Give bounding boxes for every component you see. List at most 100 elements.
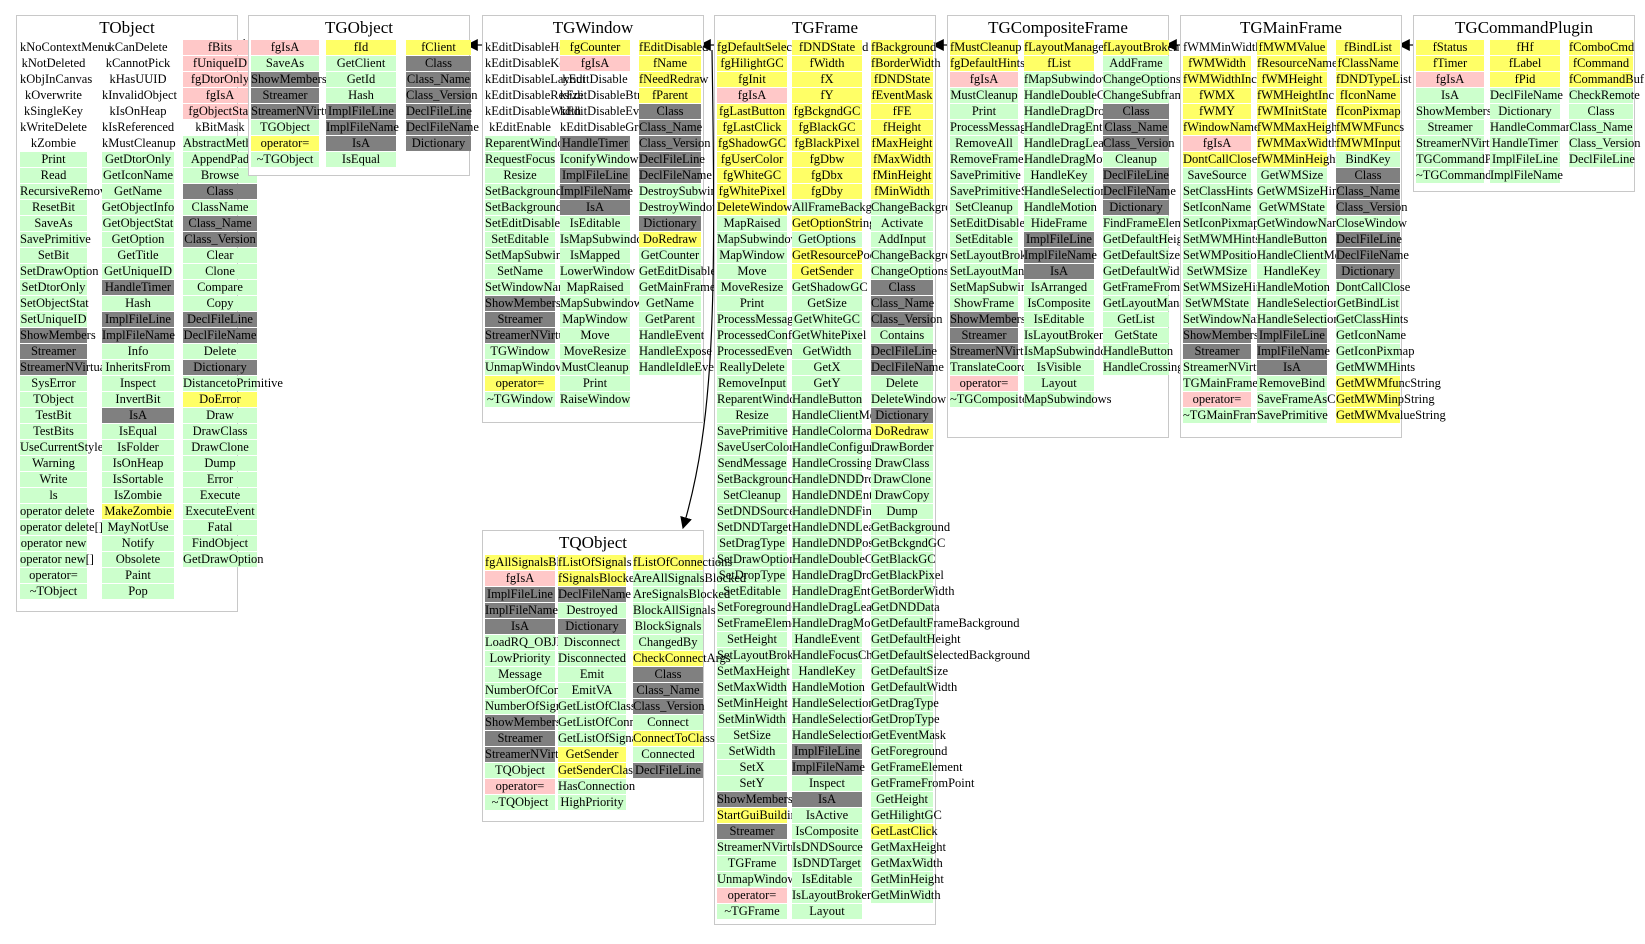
member-recursiveremove[interactable]: RecursiveRemove bbox=[20, 184, 112, 199]
member-handlecrossing[interactable]: HandleCrossing bbox=[792, 456, 873, 471]
member-handlebutton[interactable]: HandleButton bbox=[1257, 232, 1328, 247]
member-setwindowname[interactable]: SetWindowName bbox=[485, 280, 574, 295]
member-resetbit[interactable]: ResetBit bbox=[20, 200, 87, 215]
member-mustcleanup[interactable]: MustCleanup bbox=[560, 360, 630, 375]
member-showmembers[interactable]: ShowMembers bbox=[251, 72, 327, 87]
member-handleselectionrequest[interactable]: HandleSelectionRequest bbox=[792, 728, 915, 743]
member-streamernvirtual[interactable]: StreamerNVirtual bbox=[485, 747, 574, 762]
member-getuniqueid[interactable]: GetUniqueID bbox=[102, 264, 174, 279]
member-getdefaultwidth[interactable]: GetDefaultWidth bbox=[871, 680, 958, 695]
member-isonheap[interactable]: IsOnHeap bbox=[102, 456, 174, 471]
member-islayoutbroken[interactable]: IsLayoutBroken bbox=[1024, 328, 1106, 343]
member-declfileline[interactable]: DeclFileLine bbox=[871, 344, 937, 359]
member-fgisa[interactable]: fgIsA bbox=[1183, 136, 1251, 151]
member-setminwidth[interactable]: SetMinWidth bbox=[717, 712, 787, 727]
member-tgcommandplugin[interactable]: ~TGCommandPlugin bbox=[1416, 168, 1525, 183]
member-streamer[interactable]: Streamer bbox=[251, 88, 319, 103]
member-setclasshints[interactable]: SetClassHints bbox=[1183, 184, 1254, 199]
member-setheight[interactable]: SetHeight bbox=[717, 632, 787, 647]
member-implfilename[interactable]: ImplFileName bbox=[485, 603, 558, 618]
member-iszombie[interactable]: IsZombie bbox=[102, 488, 174, 503]
member-class-version[interactable]: Class_Version bbox=[1336, 200, 1408, 215]
member-handleclientmessage[interactable]: HandleClientMessage bbox=[1257, 248, 1368, 263]
member-declfileline[interactable]: DeclFileLine bbox=[183, 312, 257, 327]
member-fmwmfuncs[interactable]: fMWMFuncs bbox=[1336, 120, 1405, 135]
member-getwindowname[interactable]: GetWindowName bbox=[1257, 216, 1348, 231]
member-fgwhitegc[interactable]: fgWhiteGC bbox=[717, 168, 787, 183]
member-fx[interactable]: fX bbox=[792, 72, 862, 87]
member-notify[interactable]: Notify bbox=[102, 536, 174, 551]
member-iscomposite[interactable]: IsComposite bbox=[792, 824, 862, 839]
member-fgblackgc[interactable]: fgBlackGC bbox=[792, 120, 862, 135]
member-saveprimitive[interactable]: SavePrimitive bbox=[717, 424, 788, 439]
member-addinput[interactable]: AddInput bbox=[871, 232, 933, 247]
member-tgwindow[interactable]: TGWindow bbox=[485, 344, 555, 359]
member-showmembers[interactable]: ShowMembers bbox=[20, 328, 96, 343]
member-getframeelement[interactable]: GetFrameElement bbox=[871, 760, 963, 775]
member-implfileline[interactable]: ImplFileLine bbox=[326, 104, 396, 119]
member-highpriority[interactable]: HighPriority bbox=[558, 795, 626, 810]
member-fgcounter[interactable]: fgCounter bbox=[560, 40, 630, 55]
member-fgdbx[interactable]: fgDbx bbox=[792, 168, 862, 183]
member-obsolete[interactable]: Obsolete bbox=[102, 552, 174, 567]
member-getbackground[interactable]: GetBackground bbox=[871, 520, 951, 535]
member-implfilename[interactable]: ImplFileName bbox=[102, 328, 175, 343]
member-class-name[interactable]: Class_Name bbox=[1103, 120, 1169, 135]
member-copy[interactable]: Copy bbox=[183, 296, 257, 311]
member-fwindowname[interactable]: fWindowName bbox=[1183, 120, 1260, 135]
member-activate[interactable]: Activate bbox=[871, 216, 933, 231]
member-implfileline[interactable]: ImplFileLine bbox=[1257, 328, 1327, 343]
member-streamernvirtual[interactable]: StreamerNVirtual bbox=[717, 840, 806, 855]
member-isa[interactable]: IsA bbox=[792, 792, 862, 807]
member-drawclass[interactable]: DrawClass bbox=[871, 456, 933, 471]
member-write[interactable]: Write bbox=[20, 472, 87, 487]
member-sendmessage[interactable]: SendMessage bbox=[717, 456, 787, 471]
member-changebackground[interactable]: ChangeBackground bbox=[871, 248, 971, 263]
member-setforegroundcolor[interactable]: SetForegroundColor bbox=[717, 600, 820, 615]
member-saveframeascodeorimage[interactable]: SaveFrameAsCodeOrImage bbox=[1257, 392, 1398, 407]
member-handletimer[interactable]: HandleTimer bbox=[560, 136, 630, 151]
member-implfileline[interactable]: ImplFileLine bbox=[1490, 152, 1560, 167]
member-destroyed[interactable]: Destroyed bbox=[558, 603, 626, 618]
member-tgframe[interactable]: ~TGFrame bbox=[717, 904, 787, 919]
member-isa[interactable]: IsA bbox=[1257, 360, 1327, 375]
member-mapsubwindows[interactable]: MapSubwindows bbox=[717, 232, 805, 247]
member-layout[interactable]: Layout bbox=[1024, 376, 1094, 391]
member-getname[interactable]: GetName bbox=[639, 296, 701, 311]
member-class-version[interactable]: Class_Version bbox=[639, 136, 711, 151]
member-fbits[interactable]: fBits bbox=[183, 40, 257, 55]
member-fgisa[interactable]: fgIsA bbox=[560, 56, 630, 71]
member-handleselection[interactable]: HandleSelection bbox=[792, 696, 875, 711]
member-declfilename[interactable]: DeclFileName bbox=[1490, 88, 1563, 103]
member-mapsubwindows[interactable]: MapSubwindows bbox=[1024, 392, 1112, 407]
member-handleexpose[interactable]: HandleExpose bbox=[639, 344, 712, 359]
member-setdrawoption[interactable]: SetDrawOption bbox=[20, 264, 99, 279]
member-savesource[interactable]: SaveSource bbox=[1183, 168, 1251, 183]
member-setbackgroundcolor[interactable]: SetBackgroundColor bbox=[485, 184, 591, 199]
member-isarranged[interactable]: IsArranged bbox=[1024, 280, 1094, 295]
member-appendpad[interactable]: AppendPad bbox=[183, 152, 257, 167]
member-getwidth[interactable]: GetWidth bbox=[792, 344, 862, 359]
member-handlefocuschange[interactable]: HandleFocusChange bbox=[792, 648, 897, 663]
member-streamer[interactable]: Streamer bbox=[20, 344, 87, 359]
member-isa[interactable]: IsA bbox=[485, 619, 555, 634]
member-fwmheight[interactable]: fWMHeight bbox=[1257, 72, 1327, 87]
member-lowerwindow[interactable]: LowerWindow bbox=[560, 264, 636, 279]
member-implfilename[interactable]: ImplFileName bbox=[1024, 248, 1097, 263]
member-showmembers[interactable]: ShowMembers bbox=[1416, 104, 1492, 119]
member-resize[interactable]: Resize bbox=[485, 168, 555, 183]
member-setmapsubwindows[interactable]: SetMapSubwindows bbox=[950, 280, 1054, 295]
member-handletimer[interactable]: HandleTimer bbox=[102, 280, 174, 295]
member-getsender[interactable]: GetSender bbox=[792, 264, 862, 279]
member-destroysubwindows[interactable]: DestroySubwindows bbox=[639, 184, 744, 199]
member-setmwmhints[interactable]: SetMWMHints bbox=[1183, 232, 1261, 247]
member-handleevent[interactable]: HandleEvent bbox=[792, 632, 862, 647]
member-saveprimitive[interactable]: SavePrimitive bbox=[20, 232, 91, 247]
member-seticonpixmap[interactable]: SetIconPixmap bbox=[1183, 216, 1260, 231]
member-isdndsource[interactable]: IsDNDSource bbox=[792, 840, 863, 855]
member-getbckgndgc[interactable]: GetBckgndGC bbox=[871, 536, 946, 551]
member-fwmmaxheight[interactable]: fWMMaxHeight bbox=[1257, 120, 1342, 135]
member-class[interactable]: Class bbox=[1103, 104, 1169, 119]
member-setwmposition[interactable]: SetWMPosition bbox=[1183, 248, 1263, 263]
member-setdrawoption[interactable]: SetDrawOption bbox=[717, 552, 796, 567]
